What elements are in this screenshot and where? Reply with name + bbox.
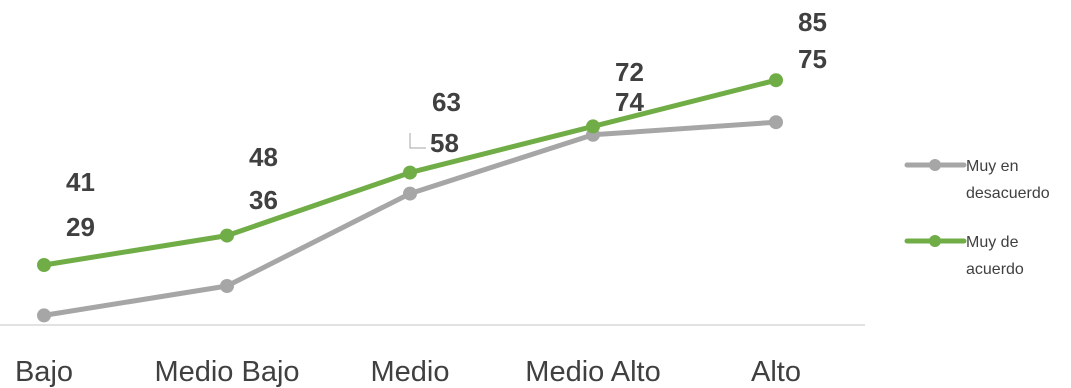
legend-label-1-0: Muy de (966, 234, 1019, 251)
legend-marker-1 (929, 235, 941, 247)
data-point-1-0 (37, 258, 51, 272)
legend-marker-0 (929, 159, 941, 171)
data-point-0-0 (37, 308, 51, 323)
x-tick-label-2: Medio (371, 356, 450, 388)
legend-label-0-1: desacuerdo (966, 185, 1050, 202)
data-label-0-3: 74 (615, 87, 644, 117)
legend-label-0-0: Muy en (966, 158, 1018, 175)
data-label-1-2: 63 (432, 87, 461, 117)
x-tick-label-4: Alto (751, 356, 801, 388)
data-point-1-1 (220, 228, 234, 243)
series-line-0 (41, 119, 779, 318)
data-label-0-0: 29 (66, 212, 95, 242)
data-point-0-1 (220, 279, 234, 293)
data-point-1-4 (769, 73, 783, 88)
data-label-1-1: 48 (249, 142, 278, 172)
data-label-0-4: 75 (798, 44, 827, 74)
x-tick-label-0: Bajo (15, 356, 73, 388)
data-label-1-3: 72 (615, 57, 644, 87)
data-label-1-0: 41 (66, 167, 95, 197)
data-label-1-4: 85 (798, 7, 827, 37)
data-label-layer: 29 36 58 74 75 41 48 63 72 85 (66, 7, 827, 242)
x-tick-label-3: Medio Alto (525, 356, 660, 388)
x-tick-label-1: Medio Bajo (154, 356, 299, 388)
data-point-0-2 (403, 186, 417, 201)
legend-label-1-1: acuerdo (966, 261, 1024, 278)
series-layer (37, 73, 783, 323)
legend: Muy en desacuerdo Muy de acuerdo (904, 158, 1050, 278)
data-point-0-4 (769, 115, 783, 130)
data-label-0-2: 58 (430, 128, 459, 158)
label-leader-line (409, 133, 426, 149)
data-point-1-3 (586, 119, 600, 134)
data-point-1-2 (403, 165, 417, 180)
category-axis: Bajo Medio Bajo Medio Medio Alto Alto (15, 356, 801, 388)
data-label-0-1: 36 (249, 185, 278, 215)
